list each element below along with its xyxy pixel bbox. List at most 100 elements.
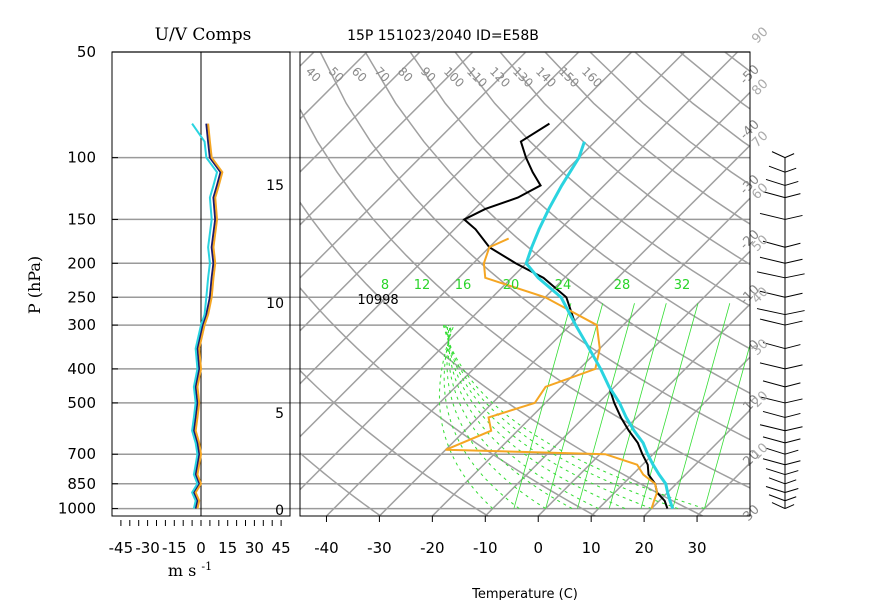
- moist-adiabat: [445, 325, 652, 510]
- theta-label: 160: [579, 64, 605, 90]
- dry-adiabat: [319, 52, 750, 441]
- wind-barb: [768, 494, 786, 502]
- isotherm: [300, 52, 686, 438]
- wind-barb-flag: [784, 382, 801, 388]
- wind-barb: [759, 318, 786, 326]
- temperature-tick-label: -30: [367, 539, 392, 557]
- wind-barb-flag: [784, 344, 801, 350]
- temperature-tick-labels: -40 -30 -20 -10 0 10 20 30: [314, 516, 707, 557]
- wind-barb-flag: [784, 214, 803, 220]
- uv-x-tick-label: 0: [196, 539, 206, 557]
- uv-plot-frame: [111, 51, 291, 517]
- pressure-tick-label: 400: [67, 360, 96, 378]
- temperature-tick-label: -20: [420, 539, 445, 557]
- moist-adiabat: [446, 325, 626, 510]
- mixing-ratio-label: 16: [455, 278, 472, 293]
- skew-t-series-dewpoint: [445, 237, 659, 509]
- mixing-ratio-label: 24: [555, 278, 572, 293]
- pressure-tick-label: 850: [67, 475, 96, 493]
- wind-barb: [765, 178, 786, 186]
- wind-barb: [756, 308, 786, 316]
- mixing-ratio-label: 12: [414, 278, 431, 293]
- dry-adiabat: [300, 107, 750, 489]
- isotherm: [378, 144, 750, 516]
- dry-adiabat: [300, 452, 382, 516]
- uv-x-tick-label: 15: [218, 539, 237, 557]
- wind-barb-profile: 102030405060708090100: [749, 25, 805, 510]
- pressure-tick-label: 500: [67, 394, 96, 412]
- uv-x-tick-label: -15: [162, 539, 187, 557]
- pressure-tick-label: 300: [67, 316, 96, 334]
- moist-adiabat: [447, 325, 573, 510]
- pressure-tick-label: 250: [67, 288, 96, 306]
- mixing-ratio-line: [513, 303, 572, 509]
- isotherm-label: 30: [741, 502, 763, 524]
- wind-barb-flag: [784, 310, 805, 316]
- dry-adiabat: [589, 52, 750, 186]
- isotherm: [300, 52, 527, 279]
- wind-barb: [765, 468, 786, 476]
- theta-label: 40: [303, 64, 324, 85]
- isotherm: [300, 52, 633, 385]
- pressure-tick-label: 150: [67, 210, 96, 228]
- wind-barb-flag: [784, 193, 801, 199]
- wind-barb-flag: [784, 180, 799, 186]
- wind-barb: [762, 342, 786, 350]
- theta-label: 100: [441, 64, 467, 90]
- temperature-tick-label: 0: [533, 539, 543, 557]
- mixing-ratio-label: 32: [674, 278, 691, 293]
- wind-barb: [762, 380, 786, 388]
- uv-axis-label: m s -1: [168, 560, 212, 580]
- isotherm: [325, 91, 750, 516]
- isotherm: [643, 409, 750, 516]
- pressure-tick-labels: 50 100 150 200 250 300 400 500 700 850 1000: [58, 43, 118, 518]
- wind-barb: [765, 447, 786, 455]
- isotherm: [749, 514, 750, 516]
- isotherm: [590, 356, 750, 516]
- temperature-tick-label: -40: [314, 539, 339, 557]
- tropopause-height-label: 10998: [357, 293, 398, 308]
- wind-barb: [771, 151, 786, 159]
- skew-t-series-lines: [445, 122, 675, 510]
- temperature-tick-label: 20: [635, 539, 654, 557]
- temperature-tick-label: -10: [473, 539, 498, 557]
- wind-barb-flag: [784, 470, 799, 476]
- mixing-ratio-label: 8: [381, 278, 389, 293]
- uv-components-panel: U/V Comps 501001502002503004005007008501…: [25, 25, 750, 580]
- temperature-tick-label: 10: [582, 539, 601, 557]
- mixing-ratio-line: [704, 343, 750, 509]
- mixing-ratio-line: [608, 303, 667, 509]
- wind-barb-flag: [784, 438, 801, 444]
- mixing-ratio-line: [672, 303, 731, 509]
- pressure-tick-label: 50: [77, 43, 96, 61]
- pressure-tick-label: 100: [67, 149, 96, 167]
- uv-x-tick-label: -45: [109, 539, 134, 557]
- wind-barb-flag: [784, 426, 803, 432]
- skew-t-title: 15P 151023/2040 ID=E58B: [347, 28, 539, 44]
- pressure-tick-label: 200: [67, 254, 96, 272]
- wind-barb-flag: [784, 398, 803, 404]
- wind-barb: [759, 212, 786, 220]
- wind-barb: [759, 362, 786, 370]
- wind-barb: [759, 396, 786, 404]
- wind-barb: [762, 191, 786, 199]
- wind-barb: [768, 165, 786, 173]
- wind-barb-flag: [784, 167, 797, 173]
- skew-t-series-parcel: [524, 141, 675, 510]
- uv-x-tick-label: -30: [135, 539, 160, 557]
- wind-barb: [762, 458, 786, 466]
- isotherm: [300, 52, 474, 226]
- wind-barb: [759, 424, 786, 432]
- wind-barb-flag: [784, 292, 803, 298]
- height-label: 10: [266, 296, 284, 312]
- skew-t-background-lines: [300, 52, 750, 516]
- dry-adiabat: [300, 369, 489, 516]
- uv-series-line-1: [194, 123, 224, 509]
- temperature-tick-label: 30: [688, 539, 707, 557]
- mixing-ratio-line: [640, 303, 699, 509]
- uv-axis-label-exponent: -1: [201, 560, 212, 573]
- wind-barb: [762, 410, 786, 418]
- mixing-ratio-line: [577, 303, 635, 509]
- wind-barb: [756, 271, 786, 279]
